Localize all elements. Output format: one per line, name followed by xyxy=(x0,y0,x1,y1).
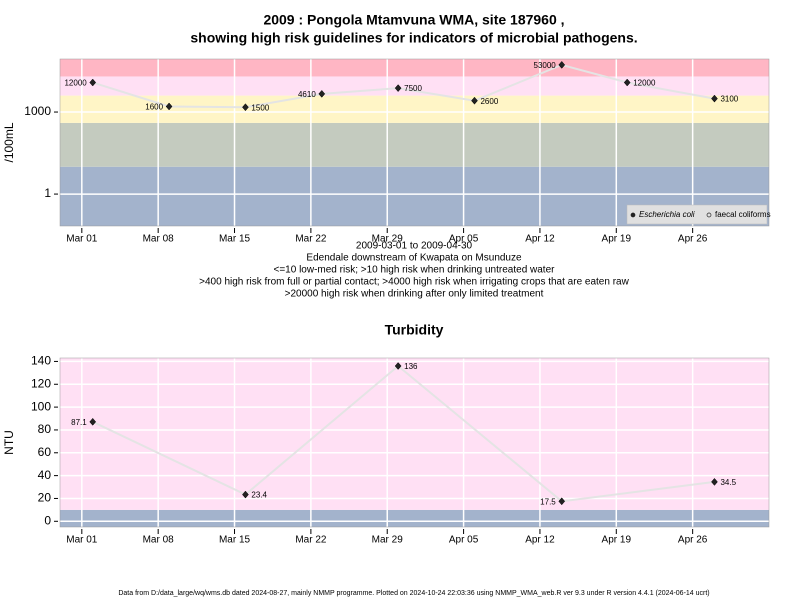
axis-note: <=10 low-med risk; >10 high risk when dr… xyxy=(274,265,556,276)
axis-note: 2009-03-01 to 2009-04-30 xyxy=(356,241,473,252)
risk-band xyxy=(60,95,769,123)
x-tick-label: Apr 19 xyxy=(602,234,632,245)
x-tick-label: Mar 22 xyxy=(295,535,327,546)
x-tick-label: Mar 08 xyxy=(143,535,175,546)
data-point xyxy=(89,417,97,426)
data-label: 1600 xyxy=(145,103,163,112)
x-tick-label: Mar 22 xyxy=(295,234,327,245)
x-tick-label: Apr 26 xyxy=(678,234,708,245)
data-label: 1500 xyxy=(251,103,269,112)
panel-title: Turbidity xyxy=(385,322,444,338)
y-tick-label: 100 xyxy=(31,399,51,413)
data-point xyxy=(558,61,566,69)
x-tick-label: Apr 12 xyxy=(525,535,555,546)
risk-band xyxy=(60,76,769,96)
data-point xyxy=(318,90,326,98)
data-point xyxy=(165,102,173,111)
x-tick-label: Apr 05 xyxy=(449,535,479,546)
y-tick-label: 20 xyxy=(38,491,52,505)
data-point xyxy=(623,78,631,87)
data-point xyxy=(242,103,249,112)
legend-box xyxy=(626,204,768,225)
legend-marker xyxy=(630,212,636,218)
x-tick-label: Mar 08 xyxy=(143,234,175,245)
x-tick-label: Mar 15 xyxy=(219,535,251,546)
data-label: 12000 xyxy=(633,79,656,88)
x-tick-label: Mar 01 xyxy=(66,234,98,245)
data-point xyxy=(711,94,718,103)
legend-label: Escherichia coli xyxy=(639,210,695,219)
data-point xyxy=(471,96,478,105)
x-tick-label: Apr 26 xyxy=(678,535,708,546)
data-label: 12000 xyxy=(64,79,87,88)
data-label: 136 xyxy=(404,362,418,371)
data-label: 34.5 xyxy=(720,478,736,487)
data-point xyxy=(394,84,402,92)
data-point xyxy=(89,78,97,87)
y-tick-label: 60 xyxy=(38,445,52,459)
risk-band xyxy=(60,509,769,527)
x-tick-label: Mar 15 xyxy=(219,234,251,245)
data-point xyxy=(242,490,249,499)
data-point xyxy=(394,362,402,370)
y-tick-label: 80 xyxy=(38,422,52,436)
data-label: 2600 xyxy=(480,97,498,106)
data-label: 23.4 xyxy=(251,491,267,500)
risk-band xyxy=(60,358,769,510)
y-tick-label: 1 xyxy=(44,186,51,200)
footer: Data from D:/data_large/wq/wms.db dated … xyxy=(118,590,709,597)
chart-subtitle: showing high risk guidelines for indicat… xyxy=(190,30,637,46)
plot-frame xyxy=(59,58,770,227)
x-tick-label: Apr 05 xyxy=(449,234,479,245)
x-tick-label: Mar 29 xyxy=(372,535,404,546)
data-label: 17.5 xyxy=(540,497,556,506)
chart-title: 2009 : Pongola Mtamvuna WMA, site 187960… xyxy=(263,12,564,28)
x-tick-label: Apr 19 xyxy=(602,535,632,546)
x-tick-label: Mar 29 xyxy=(372,234,404,245)
legend-marker xyxy=(706,212,712,218)
y-tick-label: 1000 xyxy=(24,104,51,118)
y-tick-label: 120 xyxy=(31,376,51,390)
x-tick-label: Mar 01 xyxy=(66,535,98,546)
y-axis-label: NTU xyxy=(2,430,16,455)
x-tick-label: Apr 12 xyxy=(525,234,555,245)
data-label: 3100 xyxy=(720,95,738,104)
axis-note: >20000 high risk when drinking after onl… xyxy=(285,289,544,300)
y-tick-label: 40 xyxy=(38,468,52,482)
plot-frame xyxy=(59,357,770,528)
risk-band xyxy=(60,122,769,167)
data-label: 7500 xyxy=(404,84,422,93)
data-label: 53000 xyxy=(534,61,557,70)
risk-band xyxy=(60,59,769,77)
axis-note: Edendale downstream of Kwapata on Msundu… xyxy=(306,253,522,264)
y-tick-label: 140 xyxy=(31,354,51,368)
axis-note: >400 high risk from full or partial cont… xyxy=(199,277,629,288)
data-point xyxy=(558,497,566,506)
legend-label: faecal coliforms xyxy=(715,210,771,219)
data-point xyxy=(711,478,718,486)
data-label: 87.1 xyxy=(71,418,87,427)
data-label: 4610 xyxy=(298,90,316,99)
y-tick-label: 0 xyxy=(44,513,51,527)
y-axis-label: /100mL xyxy=(2,122,16,162)
